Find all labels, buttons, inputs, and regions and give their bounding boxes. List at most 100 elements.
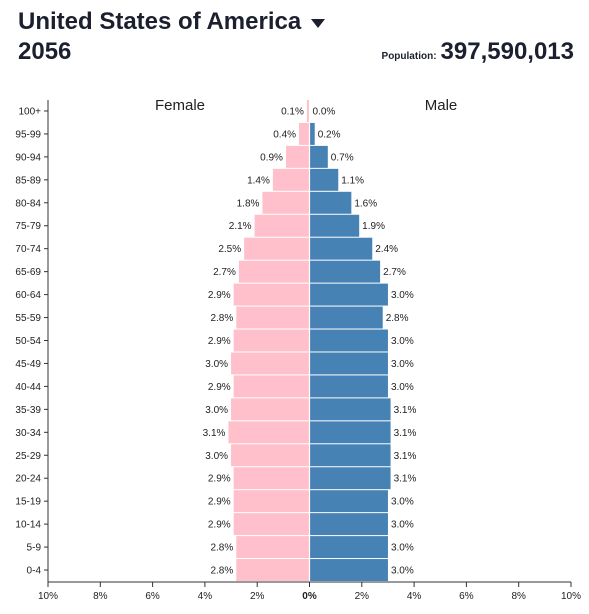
- female-bar: [233, 283, 310, 306]
- age-group-label: 35-39: [15, 405, 41, 416]
- female-value-label: 2.9%: [208, 520, 231, 531]
- x-tick-label: 2%: [250, 591, 265, 602]
- male-bar: [309, 490, 388, 513]
- female-bar: [233, 490, 310, 513]
- male-bar: [309, 375, 388, 398]
- female-bar: [233, 375, 310, 398]
- female-value-label: 2.9%: [208, 382, 231, 393]
- x-tick-label: 8%: [93, 591, 108, 602]
- male-value-label: 0.0%: [313, 106, 336, 117]
- country-selector[interactable]: United States of America: [18, 6, 578, 38]
- male-value-label: 3.0%: [391, 497, 414, 508]
- female-bar: [299, 122, 310, 145]
- female-value-label: 1.8%: [237, 198, 260, 209]
- male-value-label: 3.1%: [394, 451, 417, 462]
- female-value-label: 2.9%: [208, 474, 231, 485]
- female-bar: [306, 100, 310, 122]
- male-value-label: 3.0%: [391, 543, 414, 554]
- female-value-label: 2.9%: [208, 497, 231, 508]
- female-value-label: 0.9%: [260, 152, 283, 163]
- age-group-label: 95-99: [15, 129, 41, 140]
- age-group-label: 85-89: [15, 175, 41, 186]
- female-value-label: 3.1%: [203, 428, 226, 439]
- x-tick-label: 8%: [511, 591, 526, 602]
- female-bar: [236, 559, 310, 581]
- male-bar: [309, 329, 388, 352]
- female-bar: [236, 536, 310, 559]
- male-value-label: 3.1%: [394, 428, 417, 439]
- age-group-label: 90-94: [15, 152, 41, 163]
- female-bar: [231, 352, 310, 375]
- male-value-label: 3.0%: [391, 382, 414, 393]
- age-group-label: 15-19: [15, 497, 41, 508]
- female-value-label: 2.8%: [210, 543, 233, 554]
- male-value-label: 2.8%: [386, 313, 409, 324]
- female-bar: [228, 421, 310, 444]
- male-bar: [309, 559, 388, 581]
- male-bar: [309, 536, 388, 559]
- male-value-label: 3.0%: [391, 290, 414, 301]
- age-group-label: 70-74: [15, 244, 41, 255]
- male-value-label: 2.4%: [375, 244, 398, 255]
- female-value-label: 2.5%: [218, 244, 241, 255]
- male-bar: [309, 122, 315, 145]
- country-name: United States of America: [18, 8, 302, 35]
- female-bar: [244, 237, 310, 260]
- age-group-label: 60-64: [15, 290, 41, 301]
- age-group-label: 10-14: [15, 520, 41, 531]
- female-bar: [236, 306, 310, 329]
- male-bar: [309, 168, 339, 191]
- female-bar: [233, 467, 310, 490]
- male-value-label: 3.0%: [391, 566, 414, 577]
- female-bar: [231, 398, 310, 421]
- age-group-label: 0-4: [27, 566, 42, 577]
- female-bar: [272, 168, 310, 191]
- female-value-label: 2.9%: [208, 290, 231, 301]
- x-tick-label: 10%: [561, 591, 581, 602]
- male-bar: [309, 283, 388, 306]
- female-bar: [285, 145, 310, 168]
- male-bar: [309, 145, 328, 168]
- male-bar: [309, 260, 381, 283]
- male-bar: [309, 467, 391, 490]
- male-value-label: 2.7%: [383, 267, 406, 278]
- population-label: Population:: [381, 51, 437, 62]
- female-value-label: 0.4%: [273, 129, 296, 140]
- female-value-label: 2.8%: [210, 566, 233, 577]
- female-value-label: 0.1%: [281, 106, 304, 117]
- female-bar: [238, 260, 310, 283]
- age-group-label: 20-24: [15, 474, 41, 485]
- age-group-label: 50-54: [15, 336, 41, 347]
- age-group-label: 5-9: [27, 543, 42, 554]
- population-value: 397,590,013: [440, 38, 574, 65]
- male-bar: [309, 191, 352, 214]
- female-value-label: 3.0%: [205, 359, 228, 370]
- female-bar: [262, 191, 310, 214]
- x-tick-label: 2%: [355, 591, 370, 602]
- female-value-label: 2.1%: [229, 221, 252, 232]
- female-bar: [233, 329, 310, 352]
- male-bar: [309, 352, 388, 375]
- age-group-label: 55-59: [15, 313, 41, 324]
- male-bar: [309, 444, 391, 467]
- age-group-label: 30-34: [15, 428, 41, 439]
- female-value-label: 3.0%: [205, 405, 228, 416]
- male-value-label: 1.1%: [341, 175, 364, 186]
- female-value-label: 3.0%: [205, 451, 228, 462]
- male-value-label: 0.2%: [318, 129, 341, 140]
- male-bar: [309, 214, 360, 237]
- female-bar: [231, 444, 310, 467]
- legend-female: Female: [155, 97, 205, 114]
- age-group-label: 65-69: [15, 267, 41, 278]
- female-value-label: 2.8%: [210, 313, 233, 324]
- male-bar: [309, 306, 383, 329]
- age-group-label: 45-49: [15, 359, 41, 370]
- x-tick-label: 10%: [38, 591, 58, 602]
- male-bar: [309, 421, 391, 444]
- male-value-label: 3.1%: [394, 474, 417, 485]
- female-value-label: 2.7%: [213, 267, 236, 278]
- dropdown-caret-icon[interactable]: [311, 19, 326, 28]
- x-tick-label: 6%: [459, 591, 474, 602]
- male-value-label: 0.7%: [331, 152, 354, 163]
